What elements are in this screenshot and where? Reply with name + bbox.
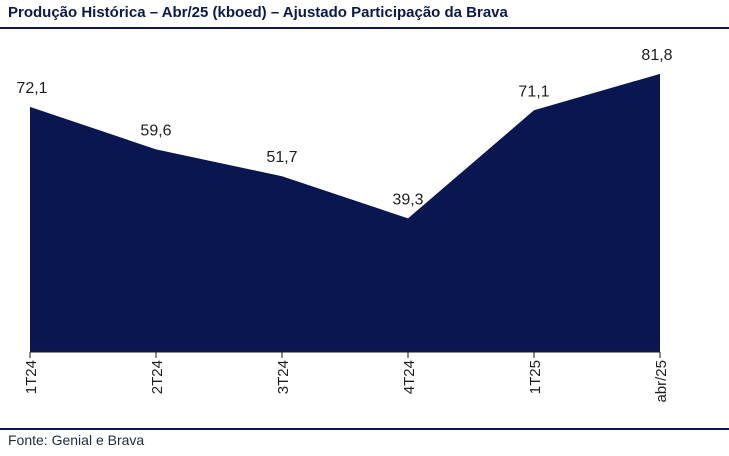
x-tick-label: 1T24 xyxy=(23,360,40,394)
data-label: 72,1 xyxy=(16,80,47,97)
data-label: 81,8 xyxy=(641,47,672,64)
x-tick-label: 2T24 xyxy=(149,360,166,394)
footer-rule xyxy=(0,428,729,430)
source-note: Fonte: Genial e Brava xyxy=(8,432,145,448)
data-label: 39,3 xyxy=(392,191,423,208)
x-tick-label: 4T24 xyxy=(401,360,418,394)
x-tick-label: 3T24 xyxy=(275,360,292,394)
data-label: 51,7 xyxy=(266,149,297,166)
title-rule xyxy=(0,27,729,29)
data-label: 59,6 xyxy=(140,122,171,139)
x-tick-label: abr/25 xyxy=(653,360,670,403)
series-area xyxy=(30,73,660,352)
chart-title: Produção Histórica – Abr/25 (kboed) – Aj… xyxy=(8,4,508,21)
x-tick-label: 1T25 xyxy=(527,360,544,394)
data-label: 71,1 xyxy=(518,83,549,100)
